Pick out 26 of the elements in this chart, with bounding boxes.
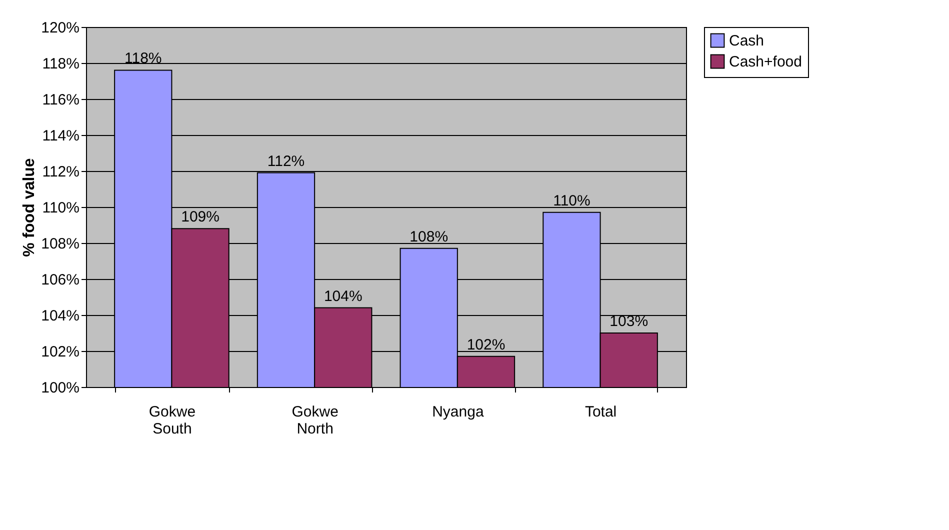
data-label: 112% [267, 152, 305, 170]
legend-label: Cash+food [729, 54, 802, 70]
x-tick-label: Total [584, 404, 617, 420]
x-tick-label: Nyanga [432, 404, 484, 420]
y-tick-label: 100% [41, 380, 80, 396]
y-tick-label: 112% [42, 164, 80, 180]
y-tick-label: 108% [41, 236, 80, 252]
data-label: 104% [324, 288, 362, 305]
data-label: 109% [181, 208, 220, 226]
y-tick-label: 114% [42, 128, 80, 144]
y-tick-label: 118% [42, 56, 80, 72]
y-tick-label: 110% [42, 200, 80, 216]
y-tick-label: 116% [42, 92, 80, 108]
x-tick-label: Gokwe North [292, 404, 338, 438]
data-label: 108% [410, 228, 448, 246]
y-tick-label: 104% [41, 308, 80, 324]
x-tick-label: Gokwe South [148, 404, 196, 438]
y-tick-label: 106% [41, 272, 80, 288]
y-tick-label: 120% [41, 20, 80, 36]
data-label: 102% [466, 336, 506, 354]
legend-label: Cash [729, 32, 764, 50]
y-tick-label: 102% [41, 344, 80, 360]
data-label: 110% [553, 192, 590, 210]
data-label: 118% [124, 50, 162, 68]
data-label: 103% [610, 313, 648, 330]
y-axis-title: % food value [21, 158, 38, 257]
